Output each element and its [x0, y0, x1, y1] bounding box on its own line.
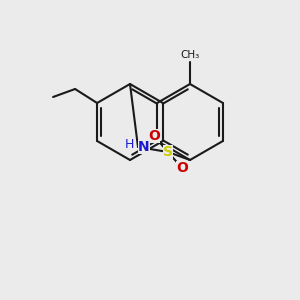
- Text: S: S: [163, 145, 173, 159]
- Text: O: O: [176, 161, 188, 175]
- Text: O: O: [148, 129, 160, 143]
- Text: N: N: [138, 140, 150, 154]
- Text: H: H: [124, 139, 134, 152]
- Text: CH₃: CH₃: [180, 50, 200, 60]
